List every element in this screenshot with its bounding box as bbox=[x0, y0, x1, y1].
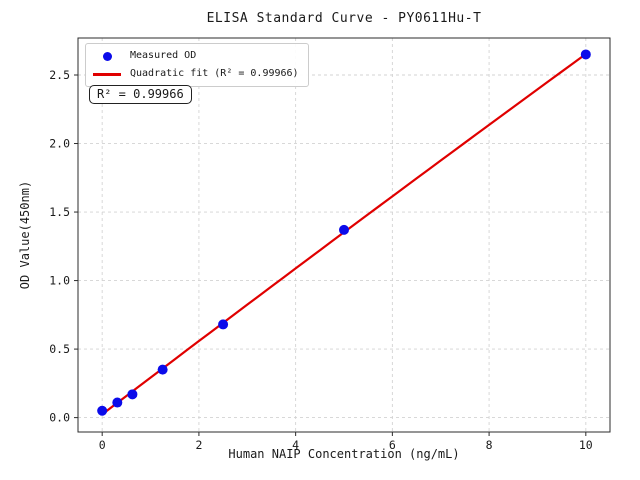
data-point bbox=[157, 364, 168, 375]
legend-marker-box bbox=[93, 72, 121, 76]
legend: Measured OD Quadratic fit (R² = 0.99966) bbox=[85, 43, 309, 87]
data-point bbox=[218, 319, 229, 330]
y-axis-label: OD Value(450nm) bbox=[18, 180, 32, 290]
data-point bbox=[112, 397, 123, 408]
fit-line-sample-icon bbox=[93, 72, 121, 76]
r-squared-annotation: R² = 0.99966 bbox=[89, 85, 192, 104]
legend-label-measured-od: Measured OD bbox=[130, 50, 197, 61]
legend-entry-quadratic-fit: Quadratic fit (R² = 0.99966) bbox=[93, 67, 299, 81]
x-tick-label: 10 bbox=[579, 438, 593, 452]
legend-label-quadratic-fit: Quadratic fit (R² = 0.99966) bbox=[130, 68, 299, 79]
y-tick-label: 0.0 bbox=[49, 411, 70, 425]
x-tick-label: 2 bbox=[195, 438, 202, 452]
data-point bbox=[339, 224, 349, 235]
chart-title: ELISA Standard Curve - PY0611Hu-T bbox=[206, 11, 482, 26]
x-tick-label: 4 bbox=[292, 438, 299, 452]
measured-od-dot-icon bbox=[102, 51, 112, 61]
legend-entry-measured-od: Measured OD bbox=[93, 49, 299, 63]
x-tick-label: 8 bbox=[486, 438, 493, 452]
plot-border bbox=[77, 37, 611, 433]
y-tick-label: 0.5 bbox=[49, 342, 70, 356]
data-point bbox=[580, 49, 591, 60]
legend-marker-box bbox=[93, 51, 121, 61]
data-point bbox=[127, 389, 138, 400]
data-point bbox=[97, 405, 108, 416]
x-tick-label: 0 bbox=[99, 438, 106, 452]
y-tick-label: 2.0 bbox=[49, 137, 70, 151]
y-tick-label: 1.0 bbox=[49, 274, 70, 288]
x-tick-label: 6 bbox=[389, 438, 396, 452]
y-tick-label: 2.5 bbox=[49, 68, 70, 82]
y-tick-label: 1.5 bbox=[49, 205, 70, 219]
x-axis-label: Human NAIP Concentration (ng/mL) bbox=[228, 447, 460, 461]
